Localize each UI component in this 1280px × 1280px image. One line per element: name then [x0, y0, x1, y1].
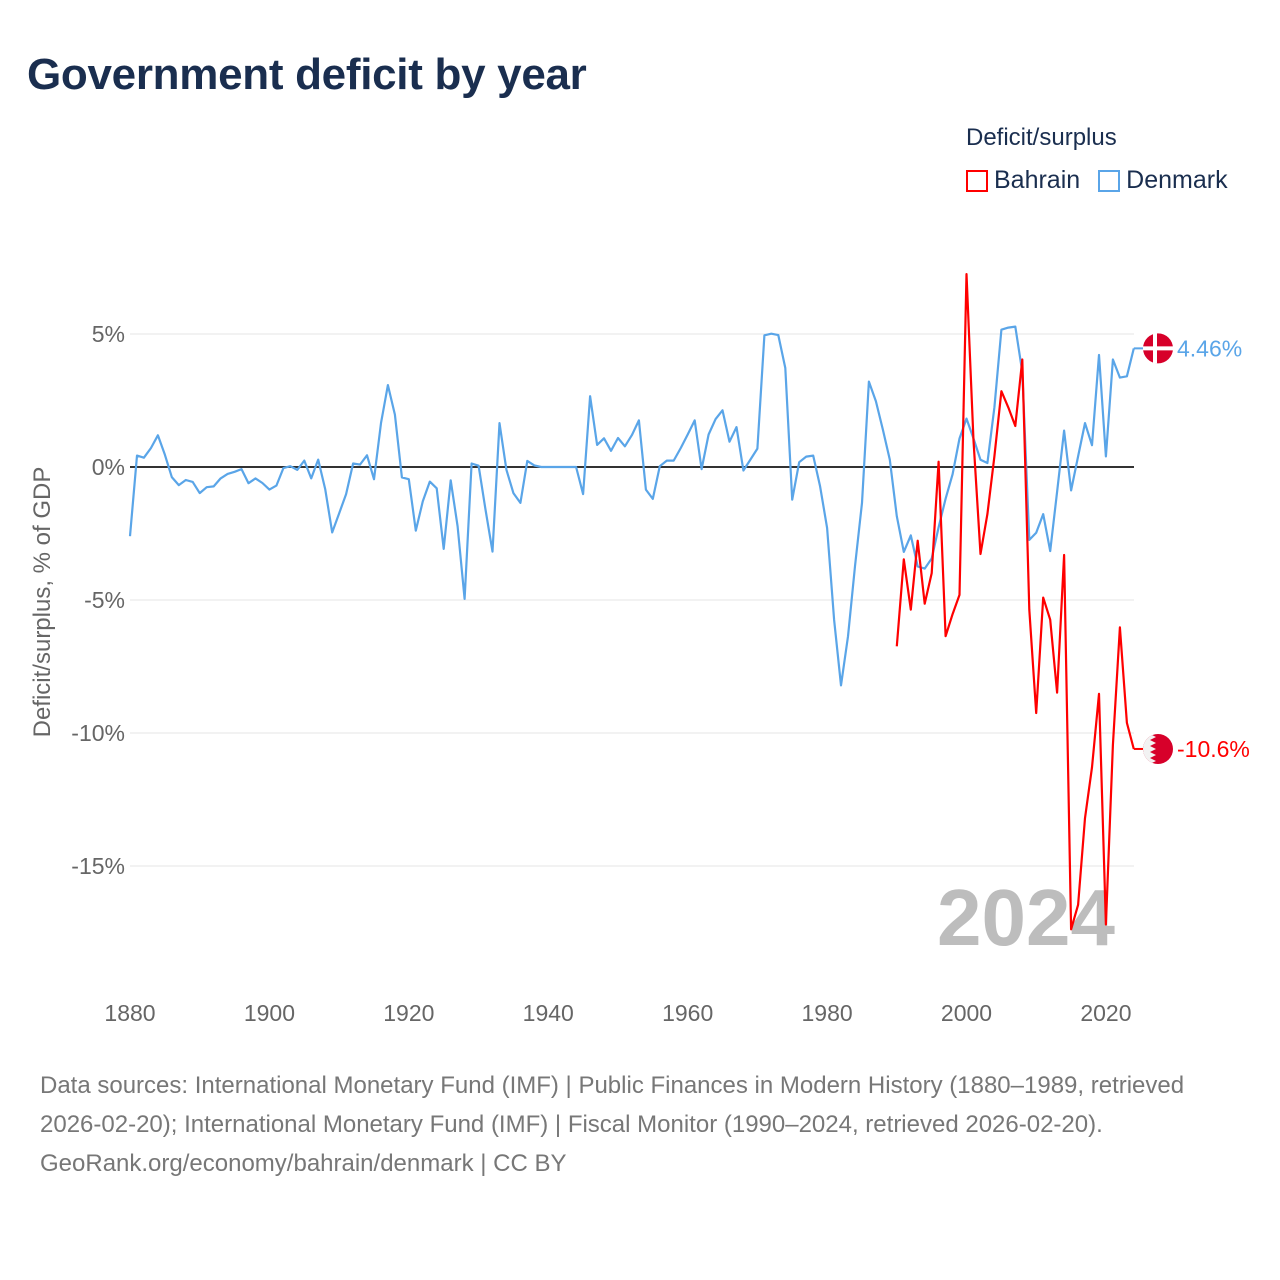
attribution: GeoRank.org/economy/bahrain/denmark | CC… — [40, 1144, 1250, 1183]
legend-item-bahrain[interactable]: Bahrain — [966, 166, 1080, 195]
legend-title: Deficit/surplus — [966, 124, 1117, 151]
flag-cross-horizontal — [1143, 346, 1173, 351]
x-axis-ticks: 1880 1900 1920 1940 1960 1980 2000 2020 — [104, 1000, 1131, 1026]
gridlines — [130, 333, 1134, 867]
legend-item-denmark[interactable]: Denmark — [1098, 166, 1228, 195]
legend-swatch-denmark — [1098, 169, 1121, 192]
series-lines — [128, 273, 1135, 931]
end-value-label: 4.46% — [1177, 335, 1242, 361]
end-value-label: -10.6% — [1177, 736, 1250, 762]
data-sources: Data sources: International Monetary Fun… — [40, 1072, 1185, 1138]
denmark-flag-icon — [1143, 333, 1173, 364]
y-axis-ticks: 5% 0% -5% -10% -15% — [71, 321, 125, 879]
x-tick-label: 1960 — [662, 1000, 713, 1026]
legend: Deficit/surplus Bahrain Denmark — [966, 124, 1228, 195]
x-tick-label: 2020 — [1080, 1000, 1131, 1026]
legend-label-denmark: Denmark — [1126, 166, 1228, 194]
y-tick-label: -15% — [71, 853, 125, 879]
series-line-denmark — [128, 325, 1135, 687]
year-watermark: 2024 — [937, 873, 1115, 962]
source-link[interactable]: GeoRank.org/economy/bahrain/denmark — [40, 1150, 474, 1177]
chart-title: Government deficit by year — [27, 50, 587, 99]
x-tick-label: 1880 — [104, 1000, 155, 1026]
y-axis-title: Deficit/surplus, % of GDP — [29, 467, 56, 738]
legend-swatch-bahrain — [966, 169, 988, 192]
y-tick-label: -10% — [71, 720, 125, 746]
y-tick-label: 5% — [92, 321, 125, 347]
legend-label-bahrain: Bahrain — [994, 166, 1081, 194]
y-tick-label: 0% — [92, 454, 125, 480]
x-tick-label: 1900 — [244, 1000, 295, 1026]
flag-serrated-band — [1143, 733, 1156, 764]
x-tick-label: 1920 — [383, 1000, 434, 1026]
license: | CC BY — [473, 1150, 567, 1177]
x-tick-label: 1980 — [802, 1000, 853, 1026]
x-tick-label: 1940 — [523, 1000, 574, 1026]
footer: Data sources: International Monetary Fun… — [40, 1066, 1250, 1183]
x-tick-label: 2000 — [941, 1000, 992, 1026]
y-tick-label: -5% — [84, 587, 125, 613]
end-labels: 4.46% -10.6% — [1133, 333, 1250, 764]
bahrain-flag-icon — [1143, 733, 1173, 764]
series-line-bahrain — [895, 273, 1135, 931]
